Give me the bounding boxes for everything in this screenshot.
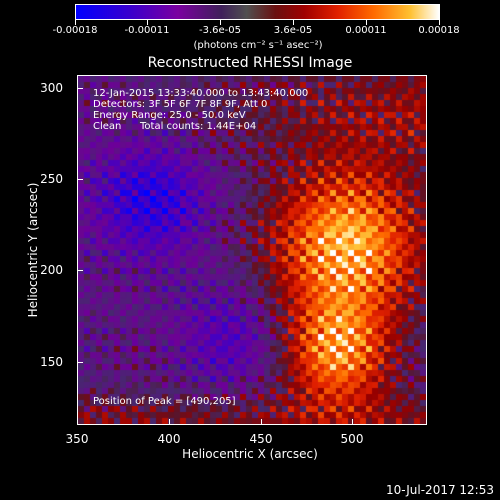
- total-counts-label: Total counts: 1.44E+04: [140, 121, 257, 132]
- method-label: Clean: [93, 121, 122, 132]
- y-axis-label: Heliocentric Y (arcsec): [26, 182, 40, 318]
- x-tick-label: 450: [249, 432, 273, 446]
- time-range-label: 12-Jan-2015 13:33:40.000 to 13:43:40.000: [93, 88, 309, 99]
- energy-range-label: Energy Range: 25.0 - 50.0 keV: [93, 110, 246, 121]
- y-tick-label: 150: [40, 355, 63, 369]
- timestamp: 10-Jul-2017 12:53: [385, 483, 494, 497]
- y-tick-label: 250: [40, 172, 63, 186]
- heatmap-image: [78, 76, 426, 424]
- image-panel: 12-Jan-2015 13:33:40.000 to 13:43:40.000…: [77, 75, 427, 425]
- colorbar-tick-label: 3.6e-05: [273, 25, 313, 36]
- colorbar: [75, 4, 440, 20]
- x-tick-label: 500: [340, 432, 364, 446]
- colorbar-tick-label: 0.00011: [345, 25, 387, 36]
- colorbar-tick-label: -0.00018: [52, 25, 98, 36]
- x-tick-label: 400: [157, 432, 181, 446]
- colorbar-units: (photons cm⁻² s⁻¹ asec⁻²): [193, 40, 323, 51]
- detectors-label: Detectors: 3F 5F 6F 7F 8F 9F, Att 0: [93, 99, 268, 110]
- colorbar-tick-label: -0.00011: [124, 25, 170, 36]
- y-tick-label: 300: [40, 81, 63, 95]
- x-axis-label: Heliocentric X (arcsec): [182, 447, 318, 461]
- colorbar-tick-label: -3.6e-05: [199, 25, 241, 36]
- peak-position-label: Position of Peak = [490,205]: [93, 396, 236, 407]
- y-tick-label: 200: [40, 263, 63, 277]
- plot-title: Reconstructed RHESSI Image: [147, 55, 353, 71]
- x-tick-label: 350: [65, 432, 89, 446]
- colorbar-tick-label: 0.00018: [418, 25, 460, 36]
